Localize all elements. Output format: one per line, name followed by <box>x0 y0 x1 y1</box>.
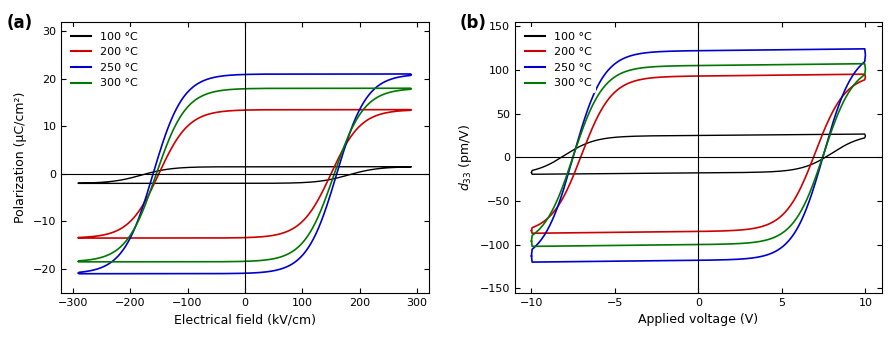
Y-axis label: $d_{33}$ (pm/V): $d_{33}$ (pm/V) <box>457 124 474 191</box>
Legend: 100 °C, 200 °C, 250 °C, 300 °C: 100 °C, 200 °C, 250 °C, 300 °C <box>521 27 596 93</box>
Text: (b): (b) <box>460 14 487 32</box>
X-axis label: Electrical field (kV/cm): Electrical field (kV/cm) <box>174 313 316 326</box>
Legend: 100 °C, 200 °C, 250 °C, 300 °C: 100 °C, 200 °C, 250 °C, 300 °C <box>67 27 142 93</box>
Text: (a): (a) <box>6 14 32 32</box>
X-axis label: Applied voltage (V): Applied voltage (V) <box>638 313 759 326</box>
Y-axis label: Polarization (μC/cm²): Polarization (μC/cm²) <box>14 91 27 223</box>
